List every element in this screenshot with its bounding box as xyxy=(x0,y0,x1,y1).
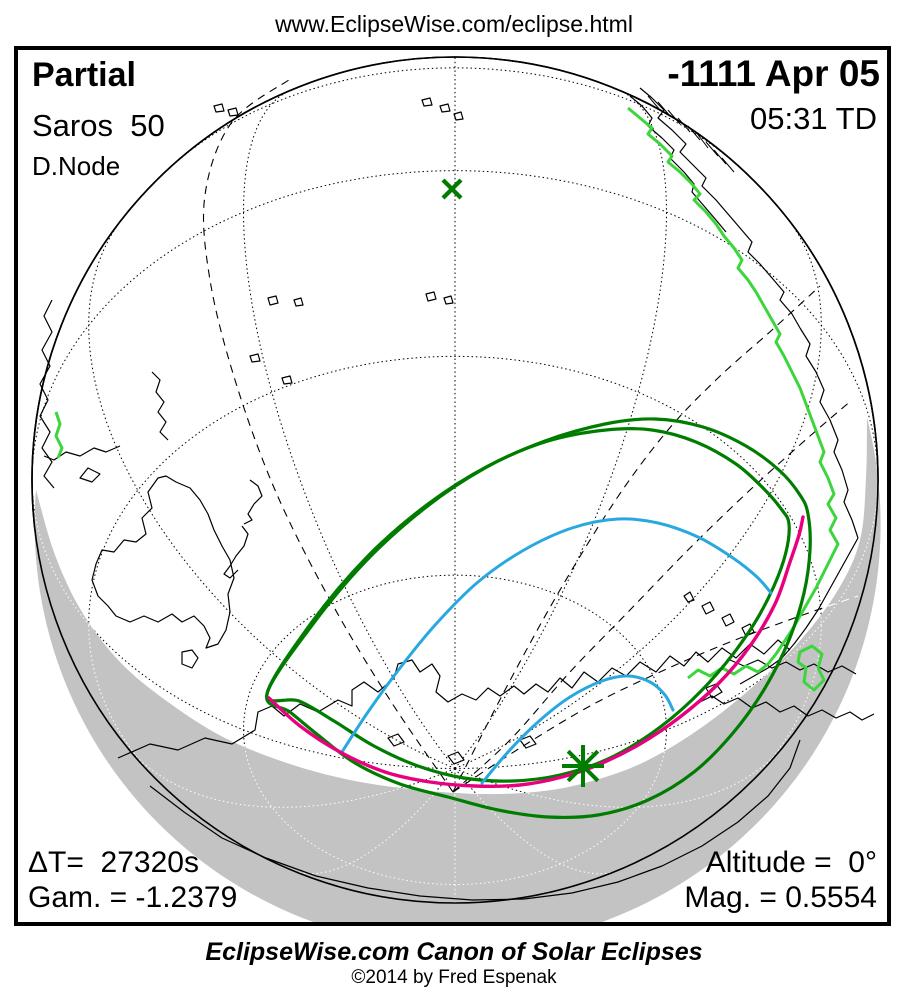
node-label: D.Node xyxy=(32,151,121,181)
penumbral-limit-inner xyxy=(265,426,791,783)
map-frame: Partial Saros 50 D.Node -1111 Apr 05 05:… xyxy=(14,46,891,926)
footer-copyright: ©2014 by Fred Espenak xyxy=(351,967,557,988)
coast-highlight xyxy=(54,106,840,692)
max-eclipse-curve-upper xyxy=(340,517,773,754)
footer-title: EclipseWise.com Canon of Solar Eclipses xyxy=(205,938,703,966)
globe-map xyxy=(31,56,881,922)
night-shading xyxy=(34,418,881,922)
altitude-label: Altitude = 0° xyxy=(705,846,877,879)
globe-limb xyxy=(31,56,879,904)
graticule xyxy=(31,57,879,903)
limb-hatching xyxy=(647,95,735,173)
time-label: 05:31 TD xyxy=(750,101,877,136)
max-eclipse-curve-lower xyxy=(480,674,675,785)
date-label: -1111 Apr 05 xyxy=(667,53,880,94)
magnitude-label: Mag. = 0.5554 xyxy=(684,881,877,914)
x-marker xyxy=(441,178,463,200)
greatest-eclipse-marker xyxy=(562,745,604,787)
delta-t-label: ΔT= 27320s xyxy=(28,846,199,879)
eclipse-type-label: Partial xyxy=(32,56,136,94)
saros-label: Saros 50 xyxy=(32,108,165,143)
gamma-label: Gam. = -1.2379 xyxy=(28,881,238,914)
header-url: www.EclipseWise.com/eclipse.html xyxy=(275,11,633,37)
dashed-axis-lines xyxy=(202,77,859,793)
